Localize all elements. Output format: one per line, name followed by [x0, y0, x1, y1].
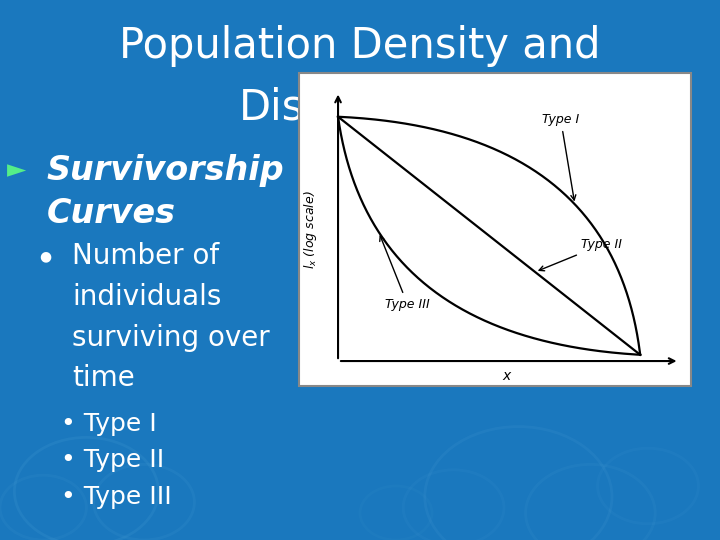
Text: Survivorship: Survivorship	[47, 153, 284, 187]
Text: Type I: Type I	[542, 113, 580, 200]
Text: Population Density and: Population Density and	[120, 25, 600, 67]
Text: Curves: Curves	[47, 197, 176, 230]
Text: Type II: Type II	[539, 238, 622, 271]
Text: • Type I: • Type I	[61, 412, 157, 436]
Text: Distribution: Distribution	[238, 87, 482, 129]
Text: $l_x$ (log scale): $l_x$ (log scale)	[302, 190, 319, 269]
Text: • Type III: • Type III	[61, 485, 172, 509]
Text: Number of: Number of	[72, 242, 219, 271]
Text: • Type II: • Type II	[61, 448, 164, 472]
Text: time: time	[72, 364, 135, 392]
Text: surviving over: surviving over	[72, 323, 270, 352]
Text: ●: ●	[40, 249, 52, 264]
Text: Type III: Type III	[379, 236, 430, 311]
Text: individuals: individuals	[72, 283, 221, 311]
Text: ►: ►	[7, 158, 27, 182]
Text: x: x	[503, 369, 511, 383]
